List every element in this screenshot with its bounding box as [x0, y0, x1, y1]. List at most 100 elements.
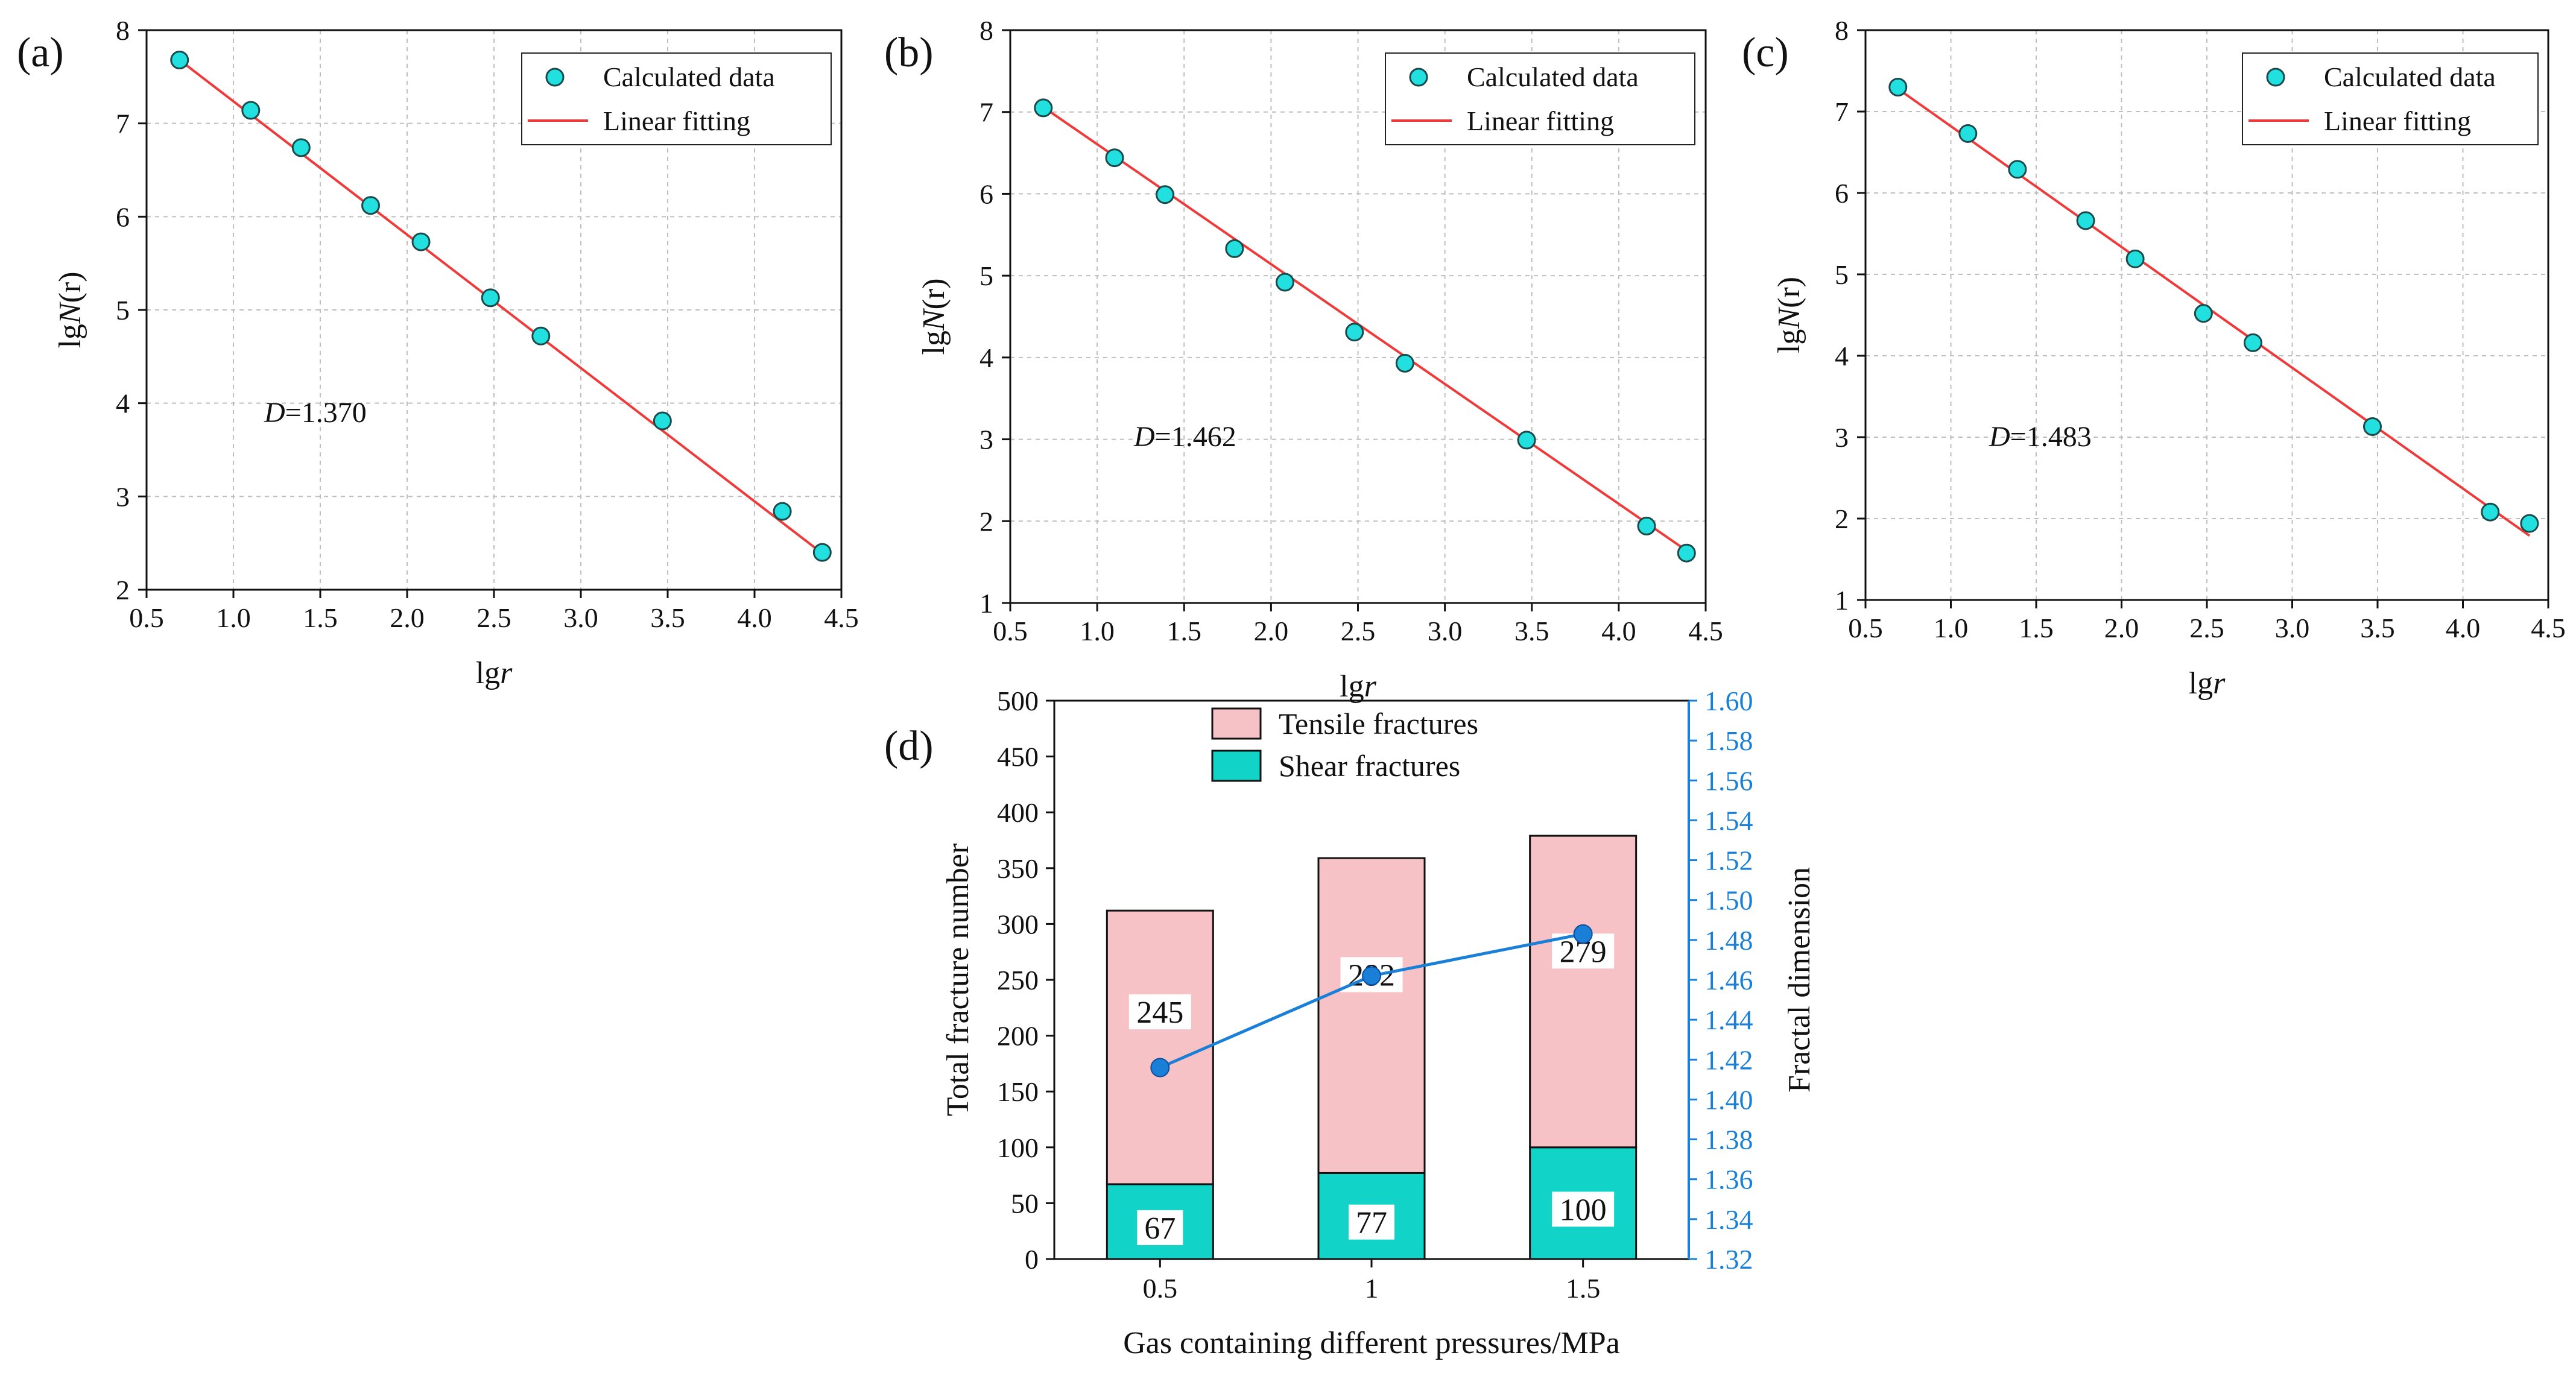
x-tick-label: 1.5	[303, 602, 338, 633]
data-point	[1345, 323, 1364, 342]
data-point	[1888, 78, 1908, 96]
data-point	[531, 326, 551, 346]
data-point	[812, 543, 832, 562]
y-tick-label: 7	[116, 109, 130, 139]
data-point	[1034, 98, 1053, 118]
x-tick-label: 0.5	[1848, 613, 1883, 643]
y-axis-title-post: (r)	[1772, 277, 1806, 308]
x-axis-title-var: r	[1364, 669, 1377, 704]
x-tick-label: 4.5	[2531, 613, 2566, 643]
data-point	[1156, 185, 1175, 204]
x-axis-title-var: r	[500, 656, 513, 690]
bar-tensile	[1529, 835, 1638, 1149]
right-y-tick-label: 1.46	[1704, 965, 1753, 996]
data-point	[1225, 239, 1244, 258]
right-y-tick-label: 1.40	[1704, 1084, 1753, 1115]
data-point	[2125, 249, 2145, 268]
x-tick-label: 3.5	[650, 602, 685, 633]
x-tick-label: 0.5	[1143, 1273, 1178, 1304]
right-y-tick-label: 1.50	[1704, 885, 1753, 916]
fractal-annotation: D=1.462	[1133, 421, 1236, 453]
legend-marker-points	[2266, 68, 2285, 87]
x-axis-title-var: r	[2213, 666, 2226, 701]
data-point	[411, 232, 431, 251]
y-tick-label: 250	[997, 965, 1039, 996]
right-y-tick-label: 1.60	[1704, 686, 1753, 716]
data-point	[1958, 124, 1978, 143]
x-tick-label: 2.5	[476, 602, 511, 633]
x-axis-title-main: lg	[1340, 669, 1364, 704]
y-tick-label: 3	[116, 481, 130, 512]
annotation-value: =1.483	[2010, 421, 2092, 453]
y-tick-label: 350	[997, 853, 1039, 884]
data-point	[1275, 273, 1294, 292]
data-point	[653, 411, 672, 431]
x-tick-label: 2.0	[2104, 613, 2139, 643]
y-tick-label: 4	[1835, 341, 1849, 371]
y-axis-title-var: N	[1772, 306, 1806, 330]
x-tick-label: 4.0	[1601, 616, 1636, 646]
y-axis-title-post: (r)	[53, 271, 87, 303]
data-point	[1517, 431, 1536, 450]
y-tick-label: 8	[116, 15, 130, 46]
panel-a: (a)0.5 1.0 1.5 2.0 2.5 3.0 3.5 4.0 4.52345678lgr…	[17, 15, 859, 690]
data-point	[481, 288, 500, 308]
y-tick-label: 2	[979, 506, 993, 537]
right-y-tick-label: 1.38	[1704, 1125, 1753, 1155]
legend-marker-shear	[1211, 750, 1262, 782]
x-axis-title-main: lg	[2189, 666, 2213, 701]
annotation-var: D	[1989, 421, 2010, 453]
bar-label-shear: 67	[1144, 1211, 1176, 1246]
bar-tensile	[1317, 857, 1426, 1174]
bar-tensile	[1106, 909, 1214, 1185]
legend-marker-points	[545, 68, 565, 87]
y-tick-label: 300	[997, 909, 1039, 939]
x-tick-label: 4.5	[1688, 616, 1723, 646]
x-axis-title: lgr	[2189, 666, 2226, 701]
right-y-tick-label: 1.34	[1704, 1204, 1753, 1235]
data-point	[773, 502, 792, 521]
y-axis-title: lgN(r)	[917, 278, 951, 355]
y-tick-label: 50	[1011, 1188, 1039, 1219]
x-tick-label: 1.0	[216, 602, 251, 633]
x-tick-label: 3.0	[2275, 613, 2310, 643]
legend-label-points: Calculated data	[2324, 62, 2496, 92]
data-point	[1105, 148, 1124, 168]
legend-label-fit: Linear fitting	[603, 106, 750, 136]
bar-label-shear-bg	[1137, 1210, 1183, 1245]
data-point	[2008, 160, 2027, 179]
legend-marker-tensile	[1211, 707, 1262, 740]
right-y-tick-label: 1.56	[1704, 765, 1753, 796]
data-point	[170, 50, 189, 69]
bar-label-shear-bg	[1349, 1204, 1394, 1240]
fit-line	[1042, 106, 1688, 552]
x-tick-label: 4.0	[2446, 613, 2481, 643]
y-axis-title-post: (r)	[917, 278, 951, 309]
y-tick-label: 7	[979, 97, 993, 128]
y-tick-label: 2	[1835, 503, 1849, 534]
panel-letter: (d)	[884, 723, 934, 769]
y-tick-label: 150	[997, 1076, 1039, 1107]
y-tick-label: 6	[979, 178, 993, 209]
y-axis-title: lgN(r)	[1772, 277, 1806, 353]
y-tick-label: 5	[1835, 259, 1849, 290]
x-tick-label: 1.5	[1566, 1273, 1601, 1304]
x-axis-title: Gas containing different pressures/MPa	[1123, 1326, 1620, 1360]
right-y-tick-label: 1.44	[1704, 1005, 1753, 1035]
data-point	[1395, 353, 1414, 373]
y-axis-title-pre: lg	[1772, 329, 1806, 353]
y-tick-label: 6	[116, 201, 130, 232]
y-tick-label: 6	[1835, 178, 1849, 209]
y-tick-label: 0	[1025, 1244, 1039, 1275]
x-tick-label: 3.0	[563, 602, 598, 633]
right-y-tick-label: 1.54	[1704, 805, 1753, 836]
y-tick-label: 8	[1835, 15, 1849, 46]
fractal-dimension-point	[1573, 924, 1593, 944]
right-y-tick-label: 1.48	[1704, 925, 1753, 956]
data-point	[1677, 543, 1696, 563]
annotation-value: =1.370	[285, 397, 367, 429]
x-tick-label: 2.5	[1341, 616, 1376, 646]
y-axis-title: lgN(r)	[53, 271, 87, 348]
y-axis-title-pre: lg	[917, 330, 951, 355]
y-tick-label: 8	[979, 15, 993, 46]
